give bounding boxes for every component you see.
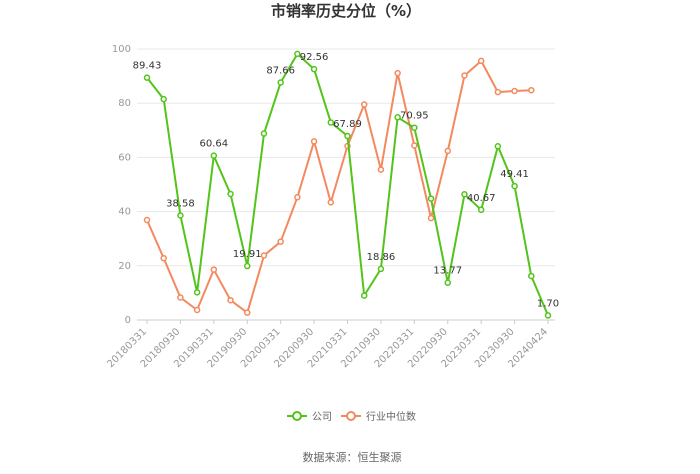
data-point-company[interactable] <box>394 114 401 121</box>
data-label-company: 38.58 <box>166 198 195 209</box>
data-point-company[interactable] <box>494 143 502 150</box>
y-tick-label: 0 <box>125 315 131 326</box>
data-point-company[interactable] <box>260 130 268 137</box>
series-line-company <box>146 52 549 316</box>
legend-marker-company <box>292 411 302 421</box>
y-tick-label: 100 <box>112 44 131 55</box>
chart-title: 市销率历史分位（%） <box>271 2 421 20</box>
data-label-company: 92.56 <box>300 52 329 63</box>
data-label-company: 70.95 <box>400 111 429 122</box>
data-point-industry-median[interactable] <box>227 296 234 304</box>
data-point-company[interactable] <box>444 279 451 286</box>
data-point-company[interactable] <box>177 212 184 219</box>
data-point-industry-median[interactable] <box>494 88 502 96</box>
data-label-company: 49.41 <box>500 169 529 180</box>
data-label-company: 19.91 <box>233 249 262 260</box>
data-point-company[interactable] <box>477 206 485 214</box>
data-point-company[interactable] <box>411 124 418 131</box>
legend-item-company[interactable]: 公司 <box>287 411 332 423</box>
data-point-company[interactable] <box>327 119 335 126</box>
y-tick-label: 80 <box>118 98 131 109</box>
legend-label-company: 公司 <box>312 412 332 423</box>
label-layer: 89.43 38.58 60.64 19.91 87.66 92.56 67.89 18.86… <box>133 52 559 309</box>
data-point-company[interactable] <box>427 195 435 202</box>
data-point-company[interactable] <box>294 50 301 58</box>
data-point-company[interactable] <box>544 312 552 319</box>
data-point-industry-median[interactable] <box>511 87 518 95</box>
y-tick-label: 60 <box>118 152 131 163</box>
data-point-industry-median[interactable] <box>528 86 535 94</box>
data-point-industry-median[interactable] <box>477 57 485 65</box>
data-point-industry-median[interactable] <box>461 72 468 79</box>
data-label-company: 89.43 <box>133 61 162 72</box>
data-point-industry-median[interactable] <box>177 294 184 301</box>
data-point-industry-median[interactable] <box>244 309 251 316</box>
series-layer <box>143 50 552 319</box>
data-point-industry-median[interactable] <box>427 214 435 222</box>
data-point-company[interactable] <box>210 152 218 159</box>
data-point-company[interactable] <box>277 79 284 86</box>
data-label-company: 18.86 <box>367 252 396 263</box>
legend: 公司 行业中位数 <box>287 410 416 423</box>
data-point-company[interactable] <box>244 262 251 270</box>
data-point-company[interactable] <box>360 292 368 299</box>
data-point-company[interactable] <box>528 272 535 280</box>
data-point-industry-median[interactable] <box>210 266 218 273</box>
data-label-company: 67.89 <box>333 119 362 130</box>
data-point-industry-median[interactable] <box>294 193 301 201</box>
data-point-industry-median[interactable] <box>260 252 268 259</box>
data-label-company: 60.64 <box>200 139 229 150</box>
data-point-company[interactable] <box>461 191 468 198</box>
data-point-industry-median[interactable] <box>444 147 451 155</box>
data-point-industry-median[interactable] <box>193 306 201 314</box>
legend-label-industry-median: 行业中位数 <box>366 410 416 423</box>
data-point-company[interactable] <box>227 190 234 198</box>
data-point-company[interactable] <box>511 182 518 190</box>
data-point-industry-median[interactable] <box>160 254 167 262</box>
legend-item-industry-median[interactable]: 行业中位数 <box>341 410 416 423</box>
data-point-company[interactable] <box>310 65 318 73</box>
data-point-industry-median[interactable] <box>143 216 151 224</box>
data-label-company: 1.70 <box>537 298 559 309</box>
series-line-industry-median <box>146 59 532 314</box>
data-source: 数据来源：恒生聚源 <box>303 450 402 464</box>
data-point-industry-median[interactable] <box>277 238 284 245</box>
data-point-industry-median[interactable] <box>327 199 335 206</box>
legend-marker-industry-median <box>346 411 356 421</box>
data-point-company[interactable] <box>193 289 201 296</box>
data-point-company[interactable] <box>160 95 167 103</box>
y-tick-label: 20 <box>118 261 131 272</box>
data-point-company[interactable] <box>143 74 151 81</box>
data-label-company: 87.66 <box>266 65 295 76</box>
data-point-industry-median[interactable] <box>310 138 318 145</box>
data-point-industry-median[interactable] <box>394 69 401 77</box>
data-point-company[interactable] <box>344 132 351 140</box>
data-point-industry-median[interactable] <box>411 142 418 149</box>
data-point-company[interactable] <box>377 265 385 273</box>
data-label-company: 40.67 <box>467 193 496 204</box>
data-point-industry-median[interactable] <box>360 101 368 108</box>
data-label-company: 13.77 <box>433 266 462 277</box>
y-tick-label: 40 <box>118 207 131 218</box>
data-point-industry-median[interactable] <box>377 166 385 173</box>
